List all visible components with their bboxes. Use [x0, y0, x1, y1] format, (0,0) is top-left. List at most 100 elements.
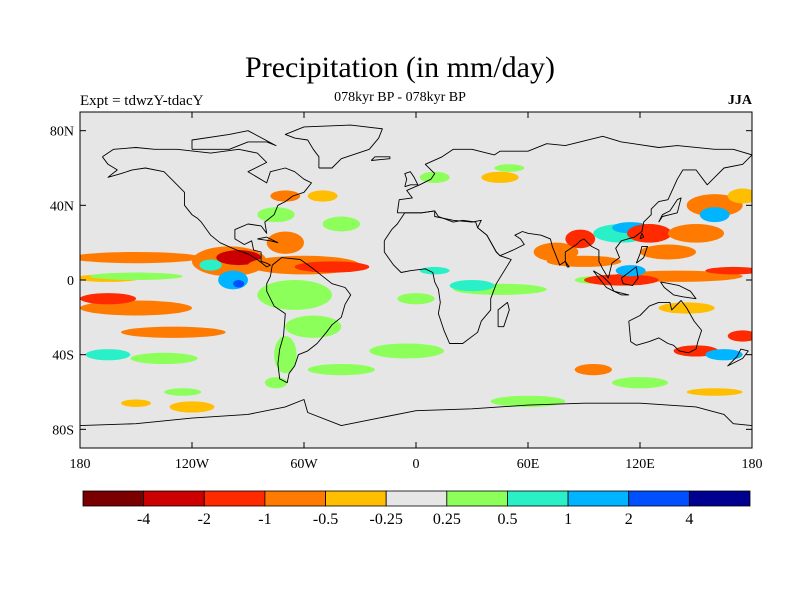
anomaly-patch: [199, 259, 222, 271]
anomaly-patch: [218, 270, 248, 290]
colorbar-swatch: [507, 490, 569, 507]
colorbar-label: 0.5: [497, 511, 517, 528]
anomaly-patch: [85, 349, 131, 361]
lon-tick-label: 180: [742, 457, 763, 472]
colorbar-label: -0.25: [370, 511, 403, 528]
coastline: [613, 290, 630, 296]
colorbar-label: -0.5: [313, 511, 338, 528]
coastline: [266, 257, 352, 384]
anomaly-patch: [668, 224, 724, 243]
coastline: [628, 300, 703, 354]
colorbar-swatch: [203, 490, 266, 507]
colorbar-swatch: [325, 490, 387, 507]
coastline: [727, 348, 749, 367]
anomaly-patch: [727, 188, 752, 204]
anomaly-patch: [574, 364, 612, 376]
coastline: [191, 130, 277, 150]
coastline: [635, 245, 648, 264]
coastline: [497, 301, 510, 328]
anomaly-patch: [494, 164, 525, 172]
anomaly-patch: [216, 250, 262, 266]
anomaly-patch: [264, 377, 288, 389]
coastline: [80, 399, 752, 427]
anomaly-patch: [274, 336, 297, 374]
anomaly-patch: [257, 207, 295, 223]
anomaly-patch: [686, 194, 743, 217]
anomaly-patch: [257, 280, 332, 310]
anomaly-patch: [294, 261, 370, 273]
anomaly-patch: [612, 377, 668, 389]
anomaly-patch: [481, 171, 519, 183]
anomaly-patch: [89, 272, 183, 280]
colorbar-label: -4: [137, 511, 150, 528]
colorbar-swatch: [446, 490, 508, 507]
lon-tick-label: 120W: [175, 457, 210, 472]
period-label: 078kyr BP - 078kyr BP: [334, 90, 466, 105]
anomaly-patch: [266, 231, 305, 254]
anomaly-patch: [80, 300, 192, 316]
anomaly-patch: [322, 216, 361, 232]
colorbar-swatch: [567, 490, 630, 507]
anomaly-patch: [419, 171, 450, 183]
coastline: [404, 171, 419, 188]
coastline: [620, 266, 639, 287]
colorbar-label: 1: [564, 511, 572, 528]
anomaly-patch: [164, 388, 202, 396]
anomaly-patch: [270, 190, 301, 202]
colorbar-label: -1: [258, 511, 271, 528]
coastline: [658, 197, 682, 223]
colorbar-swatch: [628, 490, 690, 507]
lon-tick-label: 120E: [625, 457, 655, 472]
anomaly-patch: [705, 266, 752, 275]
anomaly-patch: [397, 293, 435, 305]
anomaly-patch: [369, 343, 444, 359]
colorbar-label: 4: [685, 511, 693, 528]
lat-tick-label: 40S: [52, 349, 74, 364]
anomaly-patch: [449, 280, 495, 292]
anomaly-patch: [307, 190, 338, 202]
coastline: [383, 210, 512, 344]
anomaly-patch: [121, 326, 226, 338]
colorbar-swatch: [264, 490, 326, 507]
coastline: [564, 261, 570, 268]
lat-tick-label: 40N: [50, 199, 74, 214]
anomaly-patch: [169, 401, 215, 413]
anomaly-patch: [686, 388, 743, 396]
lat-tick-label: 0: [67, 274, 74, 289]
colorbar-swatch: [385, 490, 448, 507]
lat-tick-label: 80S: [52, 423, 74, 438]
coastline: [639, 232, 645, 240]
lon-tick-label: 0: [413, 457, 420, 472]
axis-ticks: 80N 40N 0 40S 80S 180 120W 60W 0 60E 120E 180: [50, 112, 763, 472]
anomaly-patch: [80, 252, 202, 264]
coastline: [284, 124, 383, 169]
colorbar-swatch: [82, 490, 145, 507]
anomaly-patch: [699, 207, 730, 223]
coastline: [370, 156, 391, 161]
lon-tick-label: 180: [70, 457, 91, 472]
colorbar-label: -2: [198, 511, 211, 528]
anomaly-patch: [727, 330, 752, 342]
anomaly-patch: [626, 224, 672, 243]
coastline: [102, 147, 312, 268]
figure-title: Precipitation (in mm/day): [245, 51, 555, 84]
colorbar: -4 -2 -1 -0.5 -0.25 0.25 0.5 1 2 4: [82, 490, 751, 528]
anomaly-patch: [584, 274, 659, 286]
coastline: [660, 281, 697, 300]
colorbar-swatch: [688, 490, 751, 507]
lon-tick-label: 60E: [517, 457, 540, 472]
anomaly-patch: [705, 349, 743, 361]
anomaly-patch: [307, 364, 375, 376]
anomaly-layer: [80, 164, 752, 413]
anomaly-patch: [640, 244, 696, 260]
anomaly-patch: [80, 293, 136, 305]
experiment-label: Expt = tdwzY-tdacY: [80, 93, 204, 109]
coastline-layer: [80, 124, 752, 427]
lat-tick-label: 80N: [50, 125, 74, 140]
colorbar-label: 0.25: [433, 511, 461, 528]
colorbar-swatch: [143, 490, 205, 507]
anomaly-patch: [565, 229, 596, 249]
anomaly-patch: [121, 399, 151, 407]
anomaly-patch: [285, 315, 342, 338]
